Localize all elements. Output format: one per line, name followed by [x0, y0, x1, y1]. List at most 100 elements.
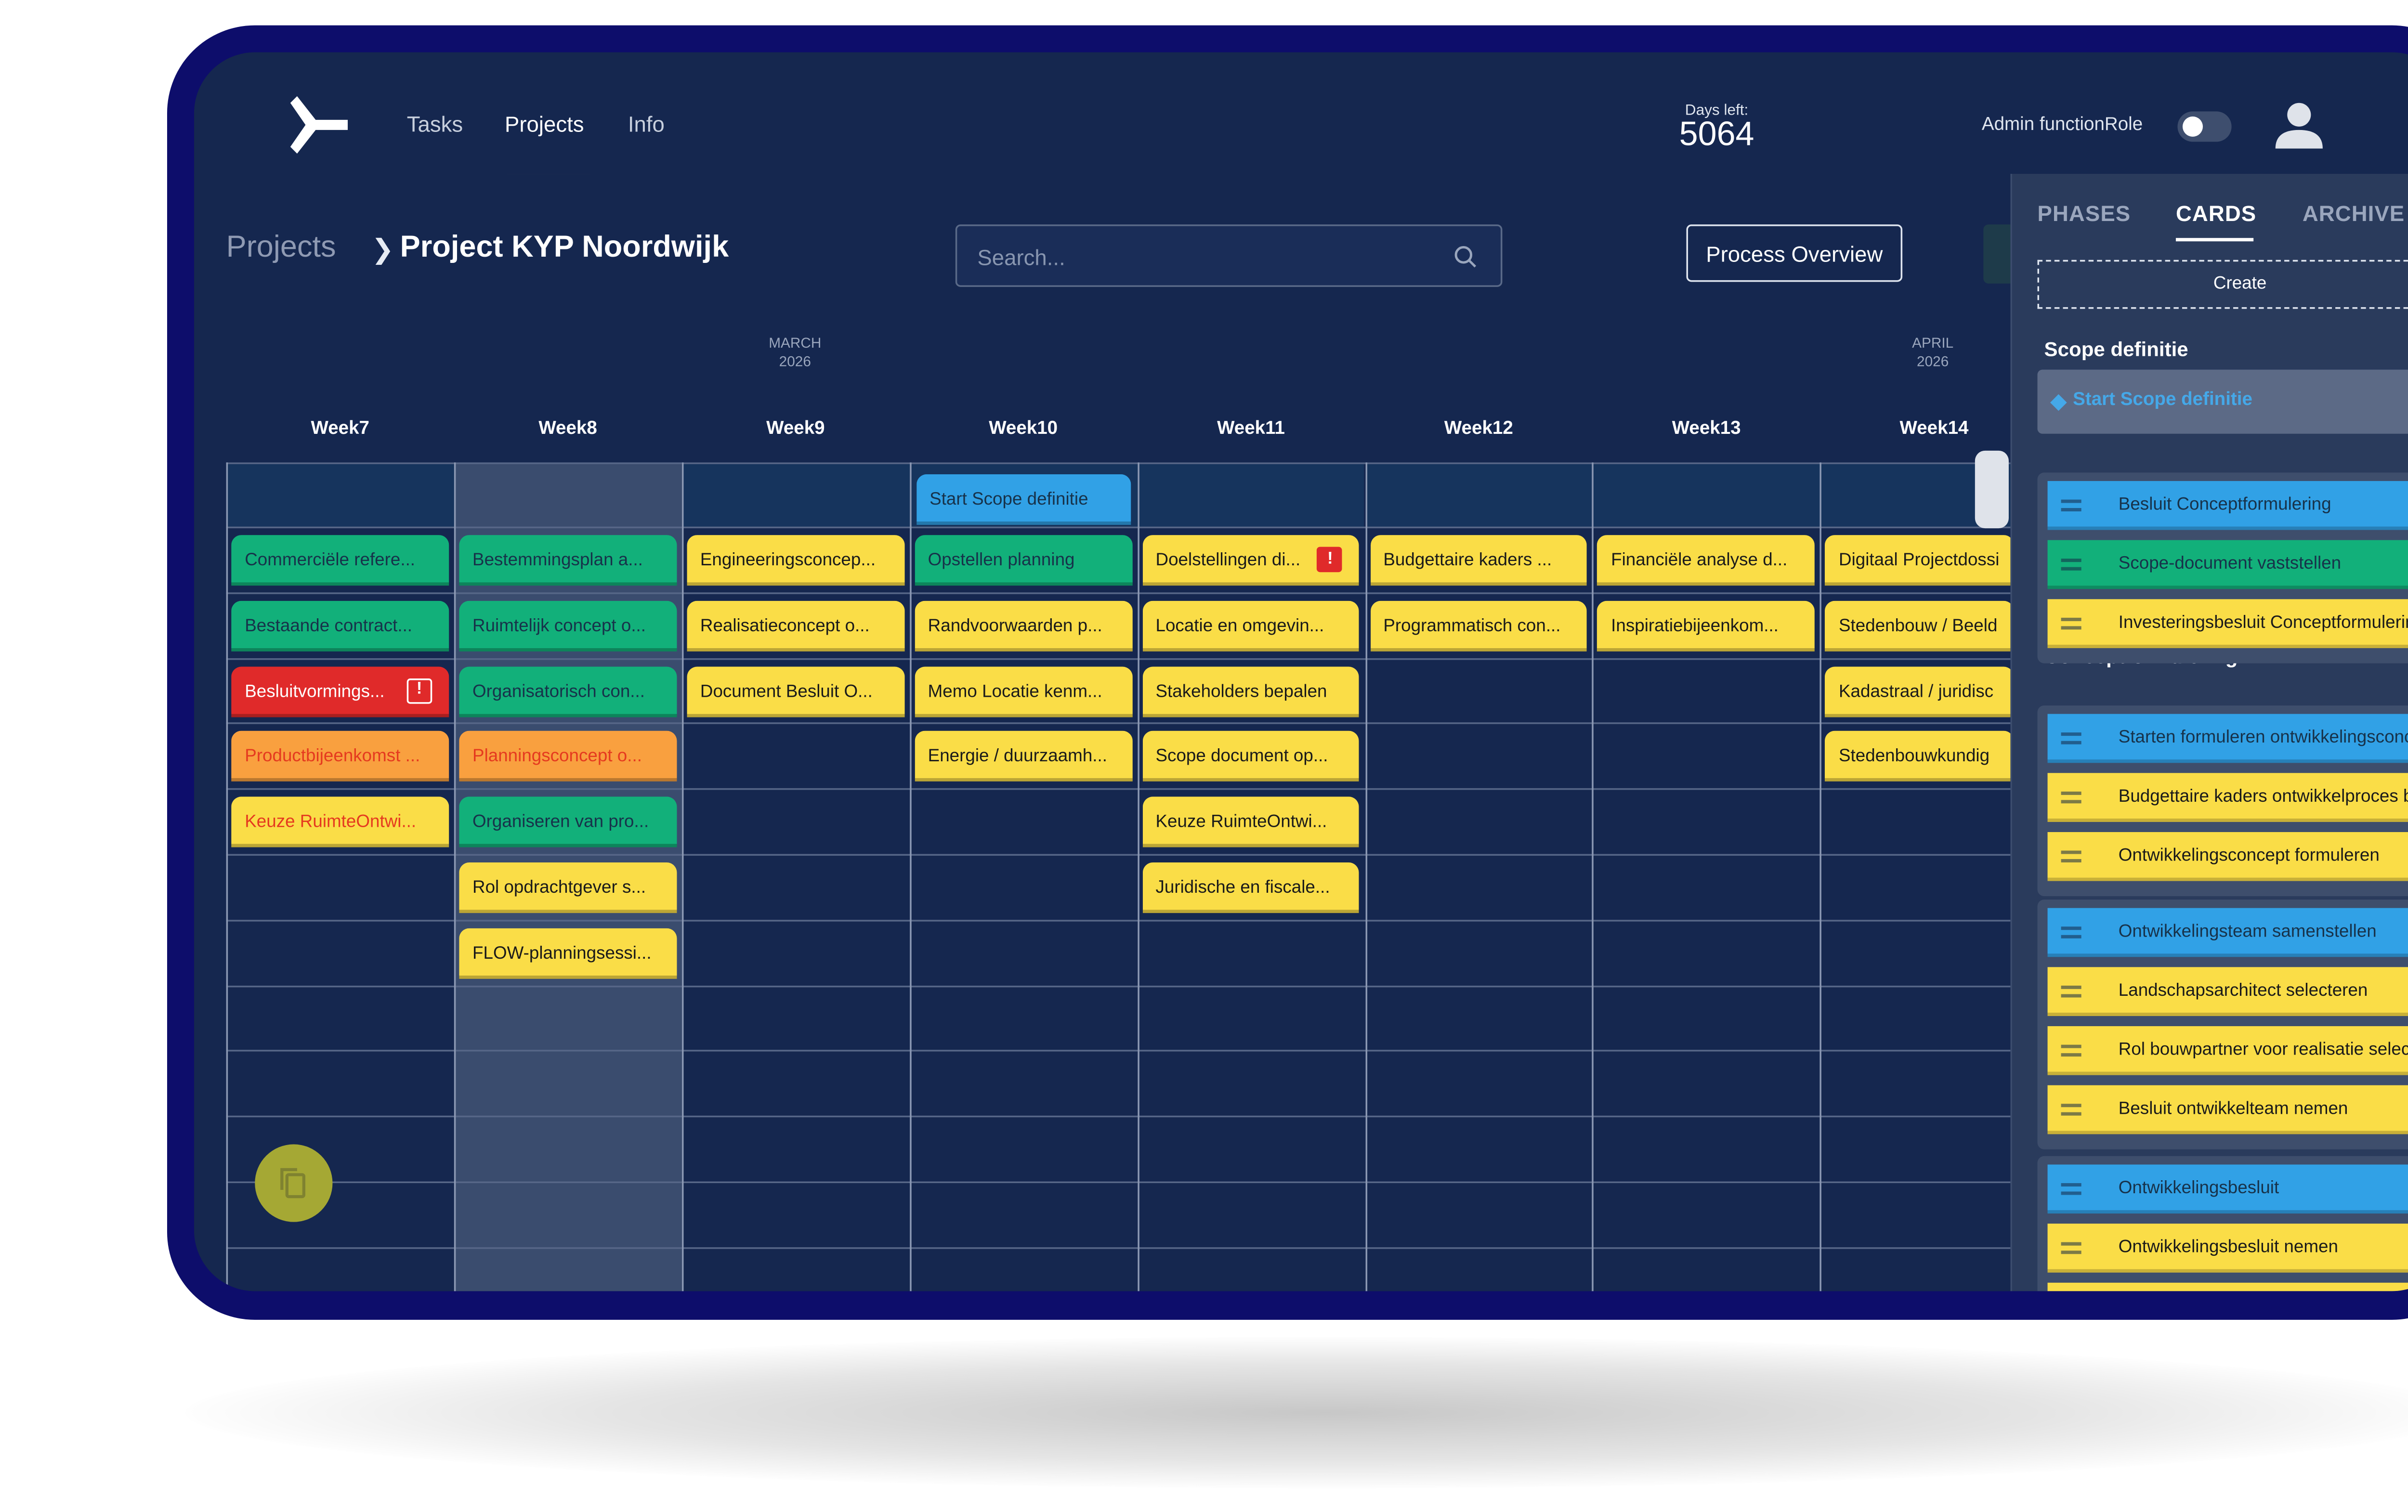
week-header: Week14 [1899, 418, 1969, 439]
sidebar-card[interactable]: Ontwikkelingsconcept formuleren [2047, 832, 2408, 881]
drag-grip-icon[interactable] [2061, 617, 2081, 630]
task-card[interactable]: Realisatieconcept o... [686, 600, 904, 652]
task-card[interactable]: Bestemmingsplan a... [458, 535, 677, 586]
grid-column-line [909, 462, 911, 1291]
task-card[interactable]: Juridische en fiscale... [1142, 862, 1360, 913]
task-card[interactable]: Planningsconcept o... [458, 731, 677, 782]
card-label: Organisatorisch con... [472, 681, 645, 702]
card-label: Scope document op... [1155, 746, 1328, 767]
drag-grip-icon[interactable] [2061, 926, 2081, 938]
card-group: Ontwikkelingsteam samenstellen Landschaps… [2037, 899, 2408, 1149]
card-label: Planningsconcept o... [472, 746, 642, 767]
alert-icon: ! [406, 678, 432, 704]
task-card[interactable]: Scope document op... [1142, 731, 1360, 782]
task-card[interactable]: Document Besluit O... [686, 666, 904, 717]
drag-grip-icon[interactable] [2061, 985, 2081, 998]
app-logo-icon[interactable] [287, 93, 351, 157]
card-label: Opstellen planning [928, 550, 1075, 571]
drag-grip-icon[interactable] [2061, 1183, 2081, 1195]
card-group: Starten formuleren ontwikkelingsconcept B… [2037, 705, 2408, 897]
grid-row-line [226, 985, 2011, 987]
role-toggle[interactable] [2177, 111, 2232, 142]
nav-info[interactable]: Info [628, 111, 665, 137]
process-overview-button[interactable]: Process Overview [1686, 224, 1903, 282]
month-year: 2026 [1917, 352, 1949, 370]
search-icon[interactable] [1453, 245, 1477, 268]
task-card[interactable]: Keuze RuimteOntwi... [1142, 797, 1360, 848]
task-card[interactable]: FLOW-planningsessi... [458, 928, 677, 979]
breadcrumb-projects[interactable]: Projects [226, 229, 336, 263]
sidebar-card[interactable]: Landschapsarchitect selecteren [2047, 967, 2408, 1017]
month-label-april: APRIL 2026 [1882, 334, 1983, 371]
task-card[interactable]: Keuze RuimteOntwi... [231, 797, 449, 848]
grid-row-line [226, 526, 2011, 529]
task-card[interactable]: Ruimtelijk concept o... [458, 600, 677, 652]
drag-grip-icon[interactable] [2061, 559, 2081, 571]
section-title: Scope definitie [2044, 338, 2188, 362]
sidebar-card[interactable]: Besluit ontwikkelteam nemen [2047, 1085, 2408, 1134]
sidebar-card[interactable]: Budgettaire kaders ontwikkelproces bepal… [2047, 773, 2408, 822]
sidebar-card[interactable]: Keuze ontwikkelingspartners maken [2047, 1282, 2408, 1291]
tab-cards[interactable]: CARDS [2175, 201, 2257, 226]
task-card[interactable]: Opstellen planning [914, 535, 1132, 586]
active-tab-indicator [2175, 238, 2254, 242]
sidebar-card[interactable]: Investeringsbesluit Conceptformulering [2047, 599, 2408, 648]
task-card[interactable]: Organisatorisch con... [458, 666, 677, 717]
phase-start-card[interactable]: Start Scope definitie [916, 474, 1130, 525]
sidebar-card[interactable]: Scope-document vaststellen [2047, 540, 2408, 589]
task-card[interactable]: Digitaal Projectdossi [1825, 535, 2015, 586]
task-card[interactable]: Budgettaire kaders ... [1370, 535, 1588, 586]
sidebar-card[interactable]: Rol bouwpartner voor realisatie selecter… [2047, 1026, 2408, 1075]
task-card[interactable]: Memo Locatie kenm... [914, 666, 1132, 717]
week-header: Week12 [1444, 418, 1513, 439]
task-card[interactable]: Bestaande contract... [231, 600, 449, 652]
sidebar-card[interactable]: Ontwikkelingsteam samenstellen [2047, 908, 2408, 957]
tab-archive[interactable]: ARCHIVE [2302, 201, 2405, 226]
sidebar-card[interactable]: Starten formuleren ontwikkelingsconcept [2047, 714, 2408, 763]
grid-row-line [226, 1050, 2011, 1052]
task-card[interactable]: Inspiratiebijeenkom... [1597, 600, 1815, 652]
drag-grip-icon[interactable] [2061, 1104, 2081, 1116]
card-label: Stedenbouw / Beeld [1838, 615, 1998, 636]
search-input[interactable] [974, 239, 1437, 274]
drag-grip-icon[interactable] [2061, 791, 2081, 804]
task-card[interactable]: Energie / duurzaamh... [914, 731, 1132, 782]
card-label: Memo Locatie kenm... [928, 681, 1102, 702]
sidebar-card[interactable]: Besluit Conceptformulering [2047, 481, 2408, 530]
drag-grip-icon[interactable] [2061, 850, 2081, 863]
task-card[interactable]: Doelstellingen di...! [1142, 535, 1360, 586]
drag-grip-icon[interactable] [2061, 1044, 2081, 1057]
days-left-value: 5064 [1679, 116, 1754, 154]
nav-projects[interactable]: Projects [504, 111, 584, 137]
task-card[interactable]: Productbijeenkomst ... [231, 731, 449, 782]
task-card[interactable]: Kadastraal / juridisc [1825, 666, 2015, 717]
sidebar-drag-handle[interactable] [1975, 450, 2009, 529]
task-card[interactable]: Engineeringsconcep... [686, 535, 904, 586]
task-card[interactable]: Randvoorwaarden p... [914, 600, 1132, 652]
drag-grip-icon[interactable] [2061, 1242, 2081, 1254]
sidebar-card[interactable]: Ontwikkelingsbesluit nemen [2047, 1224, 2408, 1273]
create-button[interactable]: Create [2037, 260, 2408, 309]
task-card[interactable]: Locatie en omgevin... [1142, 600, 1360, 652]
task-card[interactable]: Organiseren van pro... [458, 797, 677, 848]
sidebar-card-label: Scope-document vaststellen [2118, 553, 2342, 574]
task-card[interactable]: Stakeholders bepalen [1142, 666, 1360, 717]
drag-grip-icon[interactable] [2061, 499, 2081, 512]
task-card[interactable]: Stedenbouwkundig [1825, 731, 2015, 782]
task-card[interactable]: Financiële analyse d... [1597, 535, 1815, 586]
phase-chip[interactable]: Start Scope definitie [2037, 369, 2408, 434]
task-card[interactable]: Programmatisch con... [1370, 600, 1588, 652]
task-card[interactable]: Stedenbouw / Beeld [1825, 600, 2015, 652]
task-card[interactable]: Besluitvormings...! [231, 666, 449, 717]
sidebar-card-label: Ontwikkelingsconcept formuleren [2118, 846, 2380, 866]
copy-button[interactable] [255, 1144, 333, 1222]
tablet-frame: Tasks Projects Info Days left: 5064 Admi… [167, 25, 2408, 1320]
nav-tasks[interactable]: Tasks [406, 111, 463, 137]
search-box [955, 224, 1503, 287]
tab-phases[interactable]: PHASES [2037, 201, 2131, 226]
drag-grip-icon[interactable] [2061, 732, 2081, 744]
user-avatar-icon[interactable] [2274, 100, 2324, 150]
task-card[interactable]: Rol opdrachtgever s... [458, 862, 677, 913]
task-card[interactable]: Commerciële refere... [231, 535, 449, 586]
sidebar-card[interactable]: Ontwikkelingsbesluit [2047, 1164, 2408, 1214]
